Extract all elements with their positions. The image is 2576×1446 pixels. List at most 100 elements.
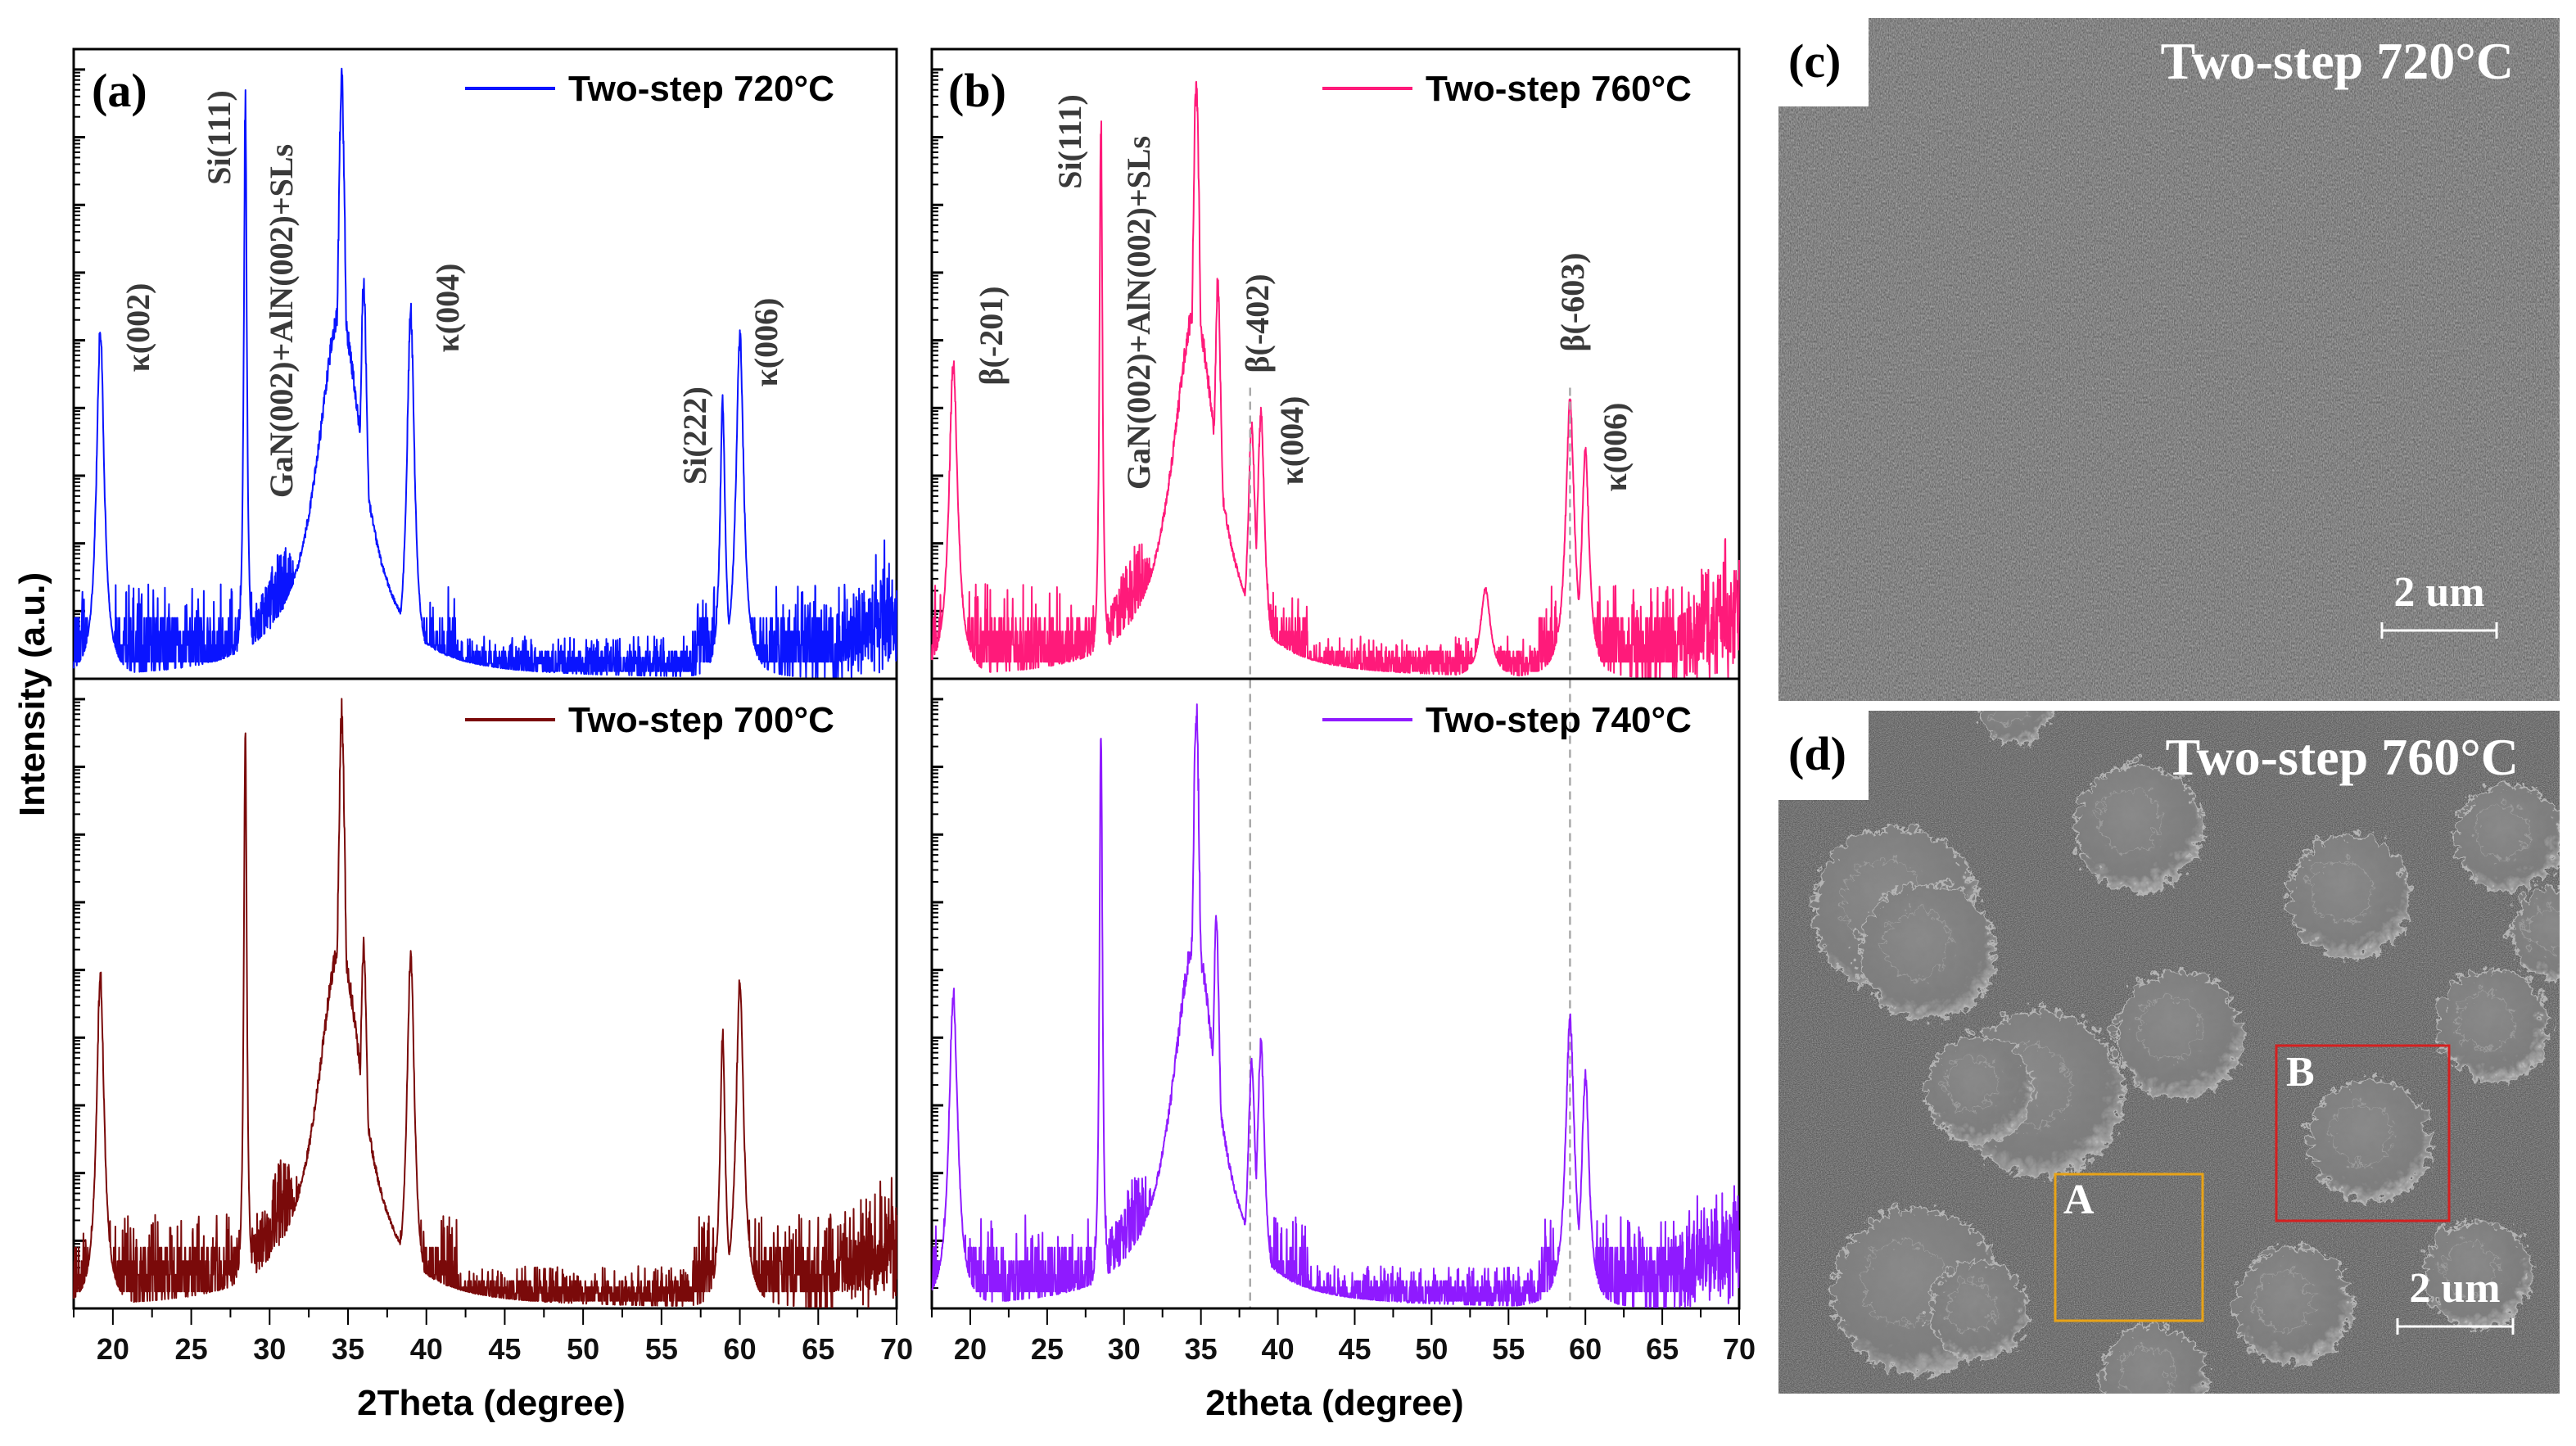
- sem-image-d-canvas: (d) Two-step 760°C A B 2 um: [1778, 711, 2560, 1394]
- x-tick-label: 70: [880, 1332, 913, 1366]
- scale-bar-c: [2380, 622, 2498, 639]
- island-ridge: [2469, 800, 2524, 855]
- island-ridge: [2304, 855, 2367, 918]
- sem-image-c: (c) Two-step 720°C 2 um: [1778, 18, 2560, 701]
- island-ridge: [2091, 784, 2157, 849]
- island: [2110, 965, 2239, 1095]
- island-ridge: [1941, 1276, 1992, 1326]
- panel-label-b: (b): [948, 64, 1006, 117]
- region-box-b: [2275, 1044, 2451, 1222]
- x-tick-label: 60: [724, 1332, 757, 1366]
- plot-frame: [930, 677, 1741, 1310]
- island: [2505, 883, 2560, 975]
- peak-label: Si(111): [1051, 94, 1088, 189]
- region-label-a: A: [2063, 1177, 2095, 1223]
- x-tick-label: 35: [332, 1332, 364, 1366]
- region-box-a: [2054, 1173, 2204, 1322]
- scale-bar-label-c: 2 um: [2393, 569, 2484, 616]
- island: [2069, 758, 2199, 888]
- x-tick-label: 55: [1492, 1332, 1525, 1366]
- series-line-760: [931, 80, 1740, 679]
- peak-label: GaN(002)+AlN(002)+SLs: [1120, 136, 1157, 490]
- y-axis-title: Intensity (a.u.): [12, 572, 52, 816]
- peak-label: β(-603): [1554, 252, 1591, 351]
- island-ridge: [2520, 901, 2560, 948]
- label-box: [1778, 711, 1869, 800]
- island: [1975, 711, 2045, 740]
- peak-label: β(-402): [1239, 273, 1276, 373]
- x-tick-label: 30: [253, 1332, 286, 1366]
- subplot-a-bottom: Two-step 700°C 20 25 30 35 40 45 50 55 60 65 70: [72, 677, 913, 1366]
- island: [2283, 830, 2407, 955]
- island: [1853, 878, 1992, 1017]
- island: [2450, 778, 2560, 888]
- xrd-charts: Intensity (a.u.) 2Theta (degree) 2theta …: [12, 47, 1756, 1423]
- x-tick-label: 65: [1646, 1332, 1679, 1366]
- x-tick-label: 40: [1262, 1332, 1295, 1366]
- subplot-b-bottom: Two-step 740°C 20 25 30 35 40 45 50 55 60 65 70: [930, 677, 1756, 1366]
- x-tick-label: 50: [1415, 1332, 1448, 1366]
- x-tick-label: 40: [410, 1332, 443, 1366]
- label-box: [1778, 18, 1869, 106]
- island: [2229, 1241, 2348, 1361]
- sem-title-c: Two-step 720°C: [2161, 32, 2515, 90]
- legend-label: Two-step 740°C: [1426, 700, 1692, 740]
- peak-label: GaN(002)+AlN(002)+SLs: [263, 144, 300, 498]
- legend-label: Two-step 700°C: [568, 700, 834, 740]
- peak-label: κ(002): [120, 283, 156, 373]
- island-ridge: [1990, 711, 2020, 719]
- island-ridge: [2132, 991, 2198, 1056]
- series-line-740: [931, 703, 1740, 1308]
- sem-image-c-canvas: (c) Two-step 720°C 2 um: [1778, 18, 2560, 701]
- x-tick-label: 55: [645, 1332, 678, 1366]
- x-tick-label: 65: [802, 1332, 834, 1366]
- peak-label: κ(004): [429, 264, 466, 353]
- series-line-720: [73, 67, 897, 679]
- panel-label-d: (d): [1788, 727, 1846, 780]
- series-line-700: [73, 698, 897, 1308]
- island: [2303, 1073, 2428, 1198]
- x-tick-label: 45: [1338, 1332, 1371, 1366]
- x-tick-label: 20: [97, 1332, 129, 1366]
- scale-bar-d: [2396, 1318, 2515, 1335]
- x-tick-label: 50: [567, 1332, 599, 1366]
- island: [2419, 1214, 2529, 1324]
- x-tick-label: 45: [488, 1332, 521, 1366]
- island-ridge: [2452, 987, 2510, 1045]
- panel-label-c: (c): [1788, 34, 1841, 88]
- island-ridge: [2325, 1098, 2388, 1161]
- x-tick-label: 20: [954, 1332, 987, 1366]
- island-ridge: [1938, 1052, 1994, 1107]
- sem-image-d: (d) Two-step 760°C A B 2 um: [1778, 711, 2560, 1394]
- peak-label: β(-201): [973, 286, 1010, 385]
- sem-background: [1778, 18, 2560, 701]
- legend-label: Two-step 720°C: [568, 69, 834, 109]
- scale-bar-label-d: 2 um: [2409, 1265, 2500, 1312]
- plot-frame: [72, 677, 898, 1310]
- subplot-a-top: Two-step 720°C κ(002) Si(111) GaN(002)+AlN(…: [72, 47, 898, 680]
- island: [1919, 1030, 2029, 1140]
- island-ridge: [2438, 1236, 2493, 1291]
- peak-label: κ(006): [1597, 403, 1634, 492]
- sem-title-d: Two-step 760°C: [2166, 728, 2520, 786]
- legend-label: Two-step 760°C: [1426, 69, 1692, 109]
- island: [1923, 1255, 2025, 1357]
- x-axis-title-a: 2Theta (degree): [357, 1383, 626, 1423]
- peak-label: κ(004): [1273, 396, 1310, 486]
- peak-label: Si(222): [676, 386, 713, 485]
- peak-label: κ(006): [748, 298, 784, 387]
- x-tick-label: 70: [1723, 1332, 1756, 1366]
- peak-label: Si(111): [201, 90, 237, 185]
- x-tick-label: 60: [1569, 1332, 1602, 1366]
- island-ridge: [1878, 906, 1948, 976]
- subplot-b-top: Two-step 760°C β(-201) Si(111) GaN(002)+AlN…: [930, 47, 1741, 680]
- x-tick-label: 25: [1031, 1332, 1064, 1366]
- x-axis-title-b: 2theta (degree): [1205, 1383, 1463, 1423]
- panel-label-a: (a): [92, 64, 147, 117]
- x-tick-label: 25: [175, 1332, 208, 1366]
- region-label-b: B: [2286, 1049, 2315, 1096]
- x-tick-label: 35: [1185, 1332, 1218, 1366]
- island: [2432, 964, 2547, 1078]
- islands: [1807, 711, 2560, 1394]
- island-ridge: [2249, 1265, 2310, 1326]
